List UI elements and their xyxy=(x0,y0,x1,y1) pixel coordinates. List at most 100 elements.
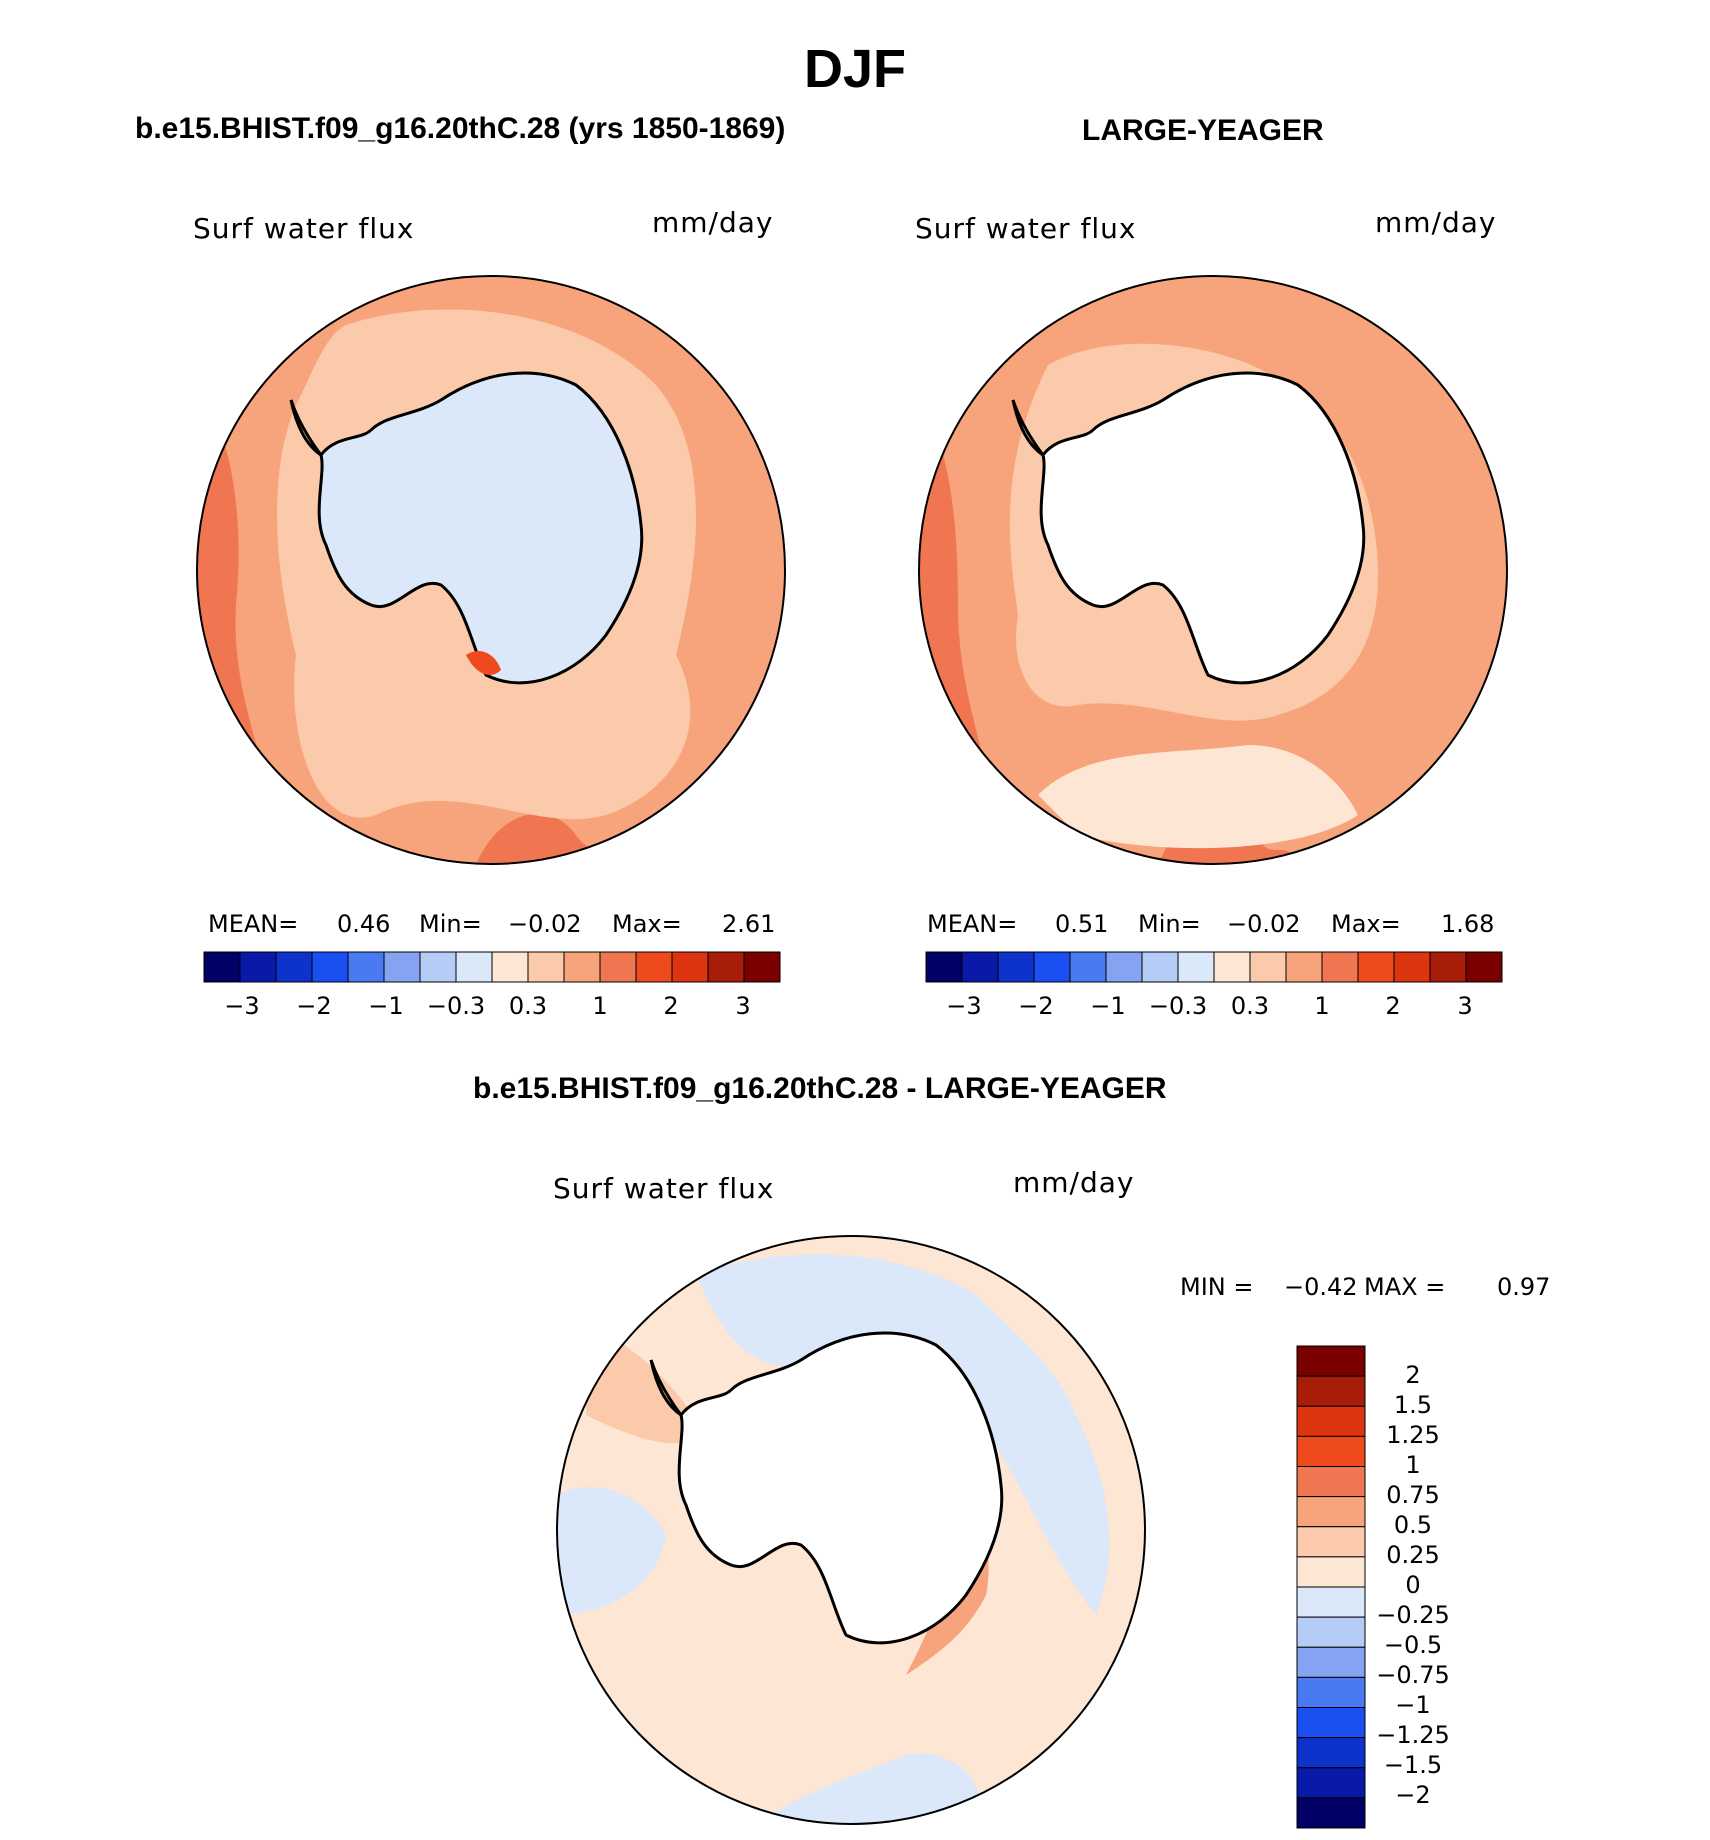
colorbar-tick: −0.3 xyxy=(1148,992,1208,1020)
colorbar-swatch xyxy=(707,951,745,983)
colorbar-swatch xyxy=(311,951,349,983)
colorbar-swatch xyxy=(1141,951,1179,983)
colorbar-swatch xyxy=(1069,951,1107,983)
colorbar-tick: −1.5 xyxy=(1383,1751,1443,1779)
colorbar-tick: −0.5 xyxy=(1383,1631,1443,1659)
colorbar-swatch xyxy=(527,951,565,983)
colorbar-swatch xyxy=(1296,1737,1366,1769)
panel-3-variable-label: Surf water flux xyxy=(553,1172,775,1205)
panel-1-mean-label: MEAN= xyxy=(208,910,299,938)
colorbar-swatch xyxy=(1249,951,1287,983)
panel-2-units-label: mm/day xyxy=(1375,206,1497,239)
colorbar-tick: −1 xyxy=(368,992,404,1020)
panel-3-min-label: MIN = xyxy=(1180,1273,1254,1301)
panel-3-title: b.e15.BHIST.f09_g16.20thC.28 - LARGE-YEA… xyxy=(473,1072,1167,1105)
colorbar-tick: 2 xyxy=(663,992,679,1020)
colorbar-swatch xyxy=(1296,1676,1366,1708)
colorbar-swatch xyxy=(347,951,385,983)
colorbar-tick: −3 xyxy=(224,992,260,1020)
panel-1-min-value: −0.02 xyxy=(508,910,582,938)
colorbar-swatch xyxy=(1296,1586,1366,1618)
panel-2-max-value: 1.68 xyxy=(1441,910,1495,938)
weak-flux-region xyxy=(1038,745,1358,849)
colorbar-swatch xyxy=(1393,951,1431,983)
map-boundary xyxy=(918,275,1508,865)
panel-2-variable-label: Surf water flux xyxy=(915,212,1137,245)
colorbar-swatch xyxy=(383,951,421,983)
colorbar-swatch xyxy=(1285,951,1323,983)
panel-1-min-label: Min= xyxy=(419,910,482,938)
colorbar-tick: 1.25 xyxy=(1386,1421,1440,1449)
panel-1-mean-value: 0.46 xyxy=(337,910,391,938)
coastal-hotspot xyxy=(466,650,501,675)
panel-2-max-label: Max= xyxy=(1331,910,1401,938)
colorbar-swatch xyxy=(1296,1405,1366,1437)
panel-1-max-label: Max= xyxy=(612,910,682,938)
colorbar-swatch xyxy=(239,951,277,983)
panel-3-min-value: −0.42 xyxy=(1284,1273,1358,1301)
colorbar-tick: 1 xyxy=(1405,1451,1421,1479)
colorbar-swatch xyxy=(1213,951,1251,983)
antarctic-peninsula xyxy=(1011,399,1045,457)
colorbar-tick: 1.5 xyxy=(1393,1391,1433,1419)
panel-1-units-label: mm/day xyxy=(652,206,774,239)
colorbar-tick: 2 xyxy=(1385,992,1401,1020)
colorbar-tick: 0 xyxy=(1405,1571,1421,1599)
colorbar-tick: −2 xyxy=(1395,1781,1431,1809)
panel-1-variable-label: Surf water flux xyxy=(193,212,415,245)
antarctic-peninsula xyxy=(649,1359,683,1417)
colorbar-swatch xyxy=(1296,1556,1366,1588)
colorbar-tick: −1 xyxy=(1090,992,1126,1020)
panel-1-max-value: 2.61 xyxy=(722,910,776,938)
colorbar-tick: 3 xyxy=(735,992,751,1020)
panel-2-min-label: Min= xyxy=(1138,910,1201,938)
colorbar-swatch xyxy=(1296,1466,1366,1498)
panel-3-max-value: 0.97 xyxy=(1497,1273,1551,1301)
negative-diff-region xyxy=(557,1487,666,1615)
colorbar-swatch xyxy=(1296,1526,1366,1558)
panel-2-mean-label: MEAN= xyxy=(927,910,1018,938)
colorbar-swatch xyxy=(743,951,781,983)
colorbar-swatch xyxy=(563,951,601,983)
colorbar-tick: −2 xyxy=(296,992,332,1020)
colorbar-tick: −2 xyxy=(1018,992,1054,1020)
colorbar-swatch xyxy=(1033,951,1071,983)
colorbar-swatch xyxy=(1105,951,1143,983)
colorbar-swatch xyxy=(1296,1616,1366,1648)
colorbar-swatch xyxy=(1429,951,1467,983)
panel-1-title: b.e15.BHIST.f09_g16.20thC.28 (yrs 1850-1… xyxy=(135,112,786,145)
colorbar-tick: −0.25 xyxy=(1376,1601,1450,1629)
panel-2-colorbar xyxy=(925,951,1503,983)
colorbar-swatch xyxy=(491,951,529,983)
colorbar-swatch xyxy=(925,951,963,983)
colorbar-swatch xyxy=(1296,1707,1366,1739)
panel-2-min-value: −0.02 xyxy=(1227,910,1301,938)
panel-3-polar-map xyxy=(556,1235,1146,1825)
panel-1-polar-map xyxy=(196,275,786,865)
antarctic-peninsula xyxy=(289,399,323,457)
colorbar-swatch xyxy=(1296,1797,1366,1829)
map-boundary xyxy=(196,275,786,865)
panel-3-units-label: mm/day xyxy=(1013,1166,1135,1199)
figure-title: DJF xyxy=(803,39,906,99)
colorbar-tick: 1 xyxy=(1314,992,1330,1020)
colorbar-swatch xyxy=(961,951,999,983)
panel-3-colorbar xyxy=(1296,1345,1366,1829)
colorbar-tick: −1 xyxy=(1395,1691,1431,1719)
colorbar-swatch xyxy=(635,951,673,983)
colorbar-tick: −0.3 xyxy=(426,992,486,1020)
map-boundary xyxy=(556,1235,1146,1825)
colorbar-swatch xyxy=(1321,951,1359,983)
panel-2-mean-value: 0.51 xyxy=(1055,910,1109,938)
colorbar-swatch xyxy=(671,951,709,983)
panel-3-max-label: MAX = xyxy=(1364,1273,1446,1301)
strong-flux-region xyxy=(616,276,716,315)
colorbar-tick: 0.3 xyxy=(508,992,548,1020)
negative-diff-region xyxy=(696,1254,1110,1615)
colorbar-tick: 0.5 xyxy=(1393,1511,1433,1539)
colorbar-tick: 3 xyxy=(1457,992,1473,1020)
panel-2-polar-map xyxy=(918,275,1508,865)
colorbar-swatch xyxy=(203,951,241,983)
colorbar-swatch xyxy=(1296,1435,1366,1467)
colorbar-swatch xyxy=(1177,951,1215,983)
